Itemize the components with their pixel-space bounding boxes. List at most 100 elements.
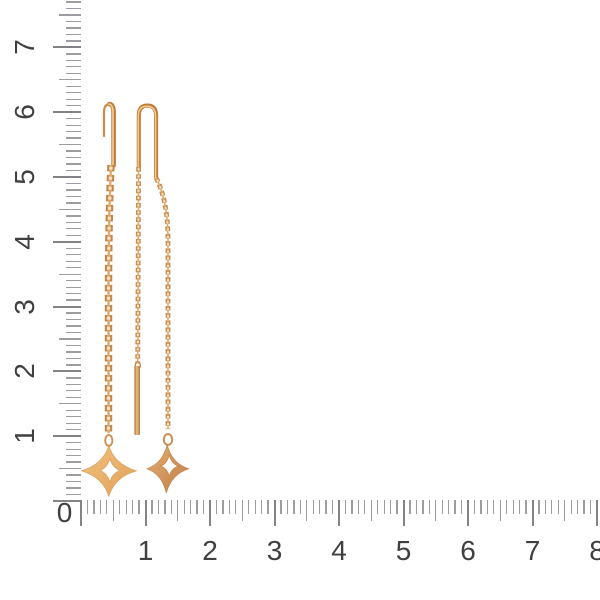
ruler-tick: [267, 499, 269, 514]
ruler-tick: [66, 195, 81, 198]
ruler-tick: [170, 499, 172, 514]
ruler-tick: [66, 215, 81, 217]
ruler-tick: [357, 499, 360, 514]
ruler-tick: [473, 499, 476, 514]
horizontal-ruler-label: 1: [137, 535, 154, 566]
ruler-tick: [286, 499, 289, 514]
ruler-tick: [254, 499, 256, 514]
ruler-tick: [467, 499, 469, 526]
ruler-tick: [512, 499, 514, 514]
ruler-tick: [538, 499, 540, 514]
ruler-tick: [66, 150, 81, 152]
ruler-tick: [66, 448, 81, 450]
left-cable-chain: [104, 164, 115, 433]
right-right-chain: [154, 176, 171, 429]
ruler-tick: [177, 499, 179, 521]
ruler-tick: [66, 364, 81, 366]
ruler-tick: [415, 499, 418, 514]
ruler-tick: [164, 499, 166, 514]
ruler-tick: [66, 331, 81, 334]
ruler-tick: [86, 499, 89, 514]
ruler-tick: [66, 390, 81, 392]
ruler-tick: [331, 499, 334, 514]
ruler-tick: [196, 499, 198, 514]
ruler-tick: [66, 85, 81, 87]
ruler-tick: [525, 499, 527, 514]
ruler-tick: [248, 499, 250, 514]
ruler-tick: [66, 98, 81, 100]
ruler-tick: [59, 208, 81, 211]
ruler-tick: [215, 499, 218, 514]
ruler-tick: [222, 499, 224, 514]
ruler-tick: [66, 280, 81, 282]
ruler-tick: [66, 228, 81, 230]
ruler-tick: [209, 499, 211, 526]
ruler-tick: [577, 499, 579, 514]
ruler-tick: [144, 499, 147, 526]
ruler-tick: [66, 422, 81, 424]
ruler-tick: [125, 499, 127, 514]
horizontal-ruler-label: 2: [202, 535, 218, 566]
ruler-tick: [596, 499, 598, 526]
ruler-tick: [241, 499, 243, 521]
ruler-tick: [59, 273, 81, 275]
ruler-tick: [66, 377, 81, 379]
ruler-tick: [66, 396, 81, 398]
ruler-tick: [66, 480, 81, 483]
ruler-tick: [66, 137, 81, 139]
ruler-tick: [66, 118, 81, 120]
ruler-tick: [370, 499, 372, 521]
ruler-tick: [531, 499, 534, 526]
ruler-tick: [66, 254, 81, 256]
ruler-tick: [273, 499, 276, 526]
ruler-tick: [138, 499, 140, 514]
ruler-tick: [66, 260, 81, 262]
ruler-tick: [235, 499, 237, 514]
ruler-tick: [293, 499, 295, 514]
horizontal-ruler-label: 8: [589, 535, 600, 566]
ruler-tick: [52, 176, 81, 178]
ruler-tick: [190, 499, 192, 514]
ruler-tick: [66, 72, 81, 74]
ruler-tick: [435, 499, 437, 521]
ruler-tick: [422, 499, 424, 514]
ruler-tick: [338, 499, 340, 526]
ruler-origin-label: 0: [56, 496, 73, 528]
ruler-tick: [66, 66, 81, 68]
ruler-tick: [306, 499, 308, 521]
ruler-tick: [480, 499, 482, 514]
right-jump-ring: [162, 433, 174, 446]
ruler-tick: [383, 499, 385, 514]
ruler-tick: [66, 189, 81, 191]
ruler-tick: [80, 499, 82, 526]
ruler-tick: [183, 499, 185, 514]
ruler-tick: [66, 325, 81, 327]
ruler-tick: [131, 499, 134, 514]
ruler-tick: [66, 1, 81, 3]
ruler-tick: [377, 499, 379, 514]
ruler-tick: [66, 247, 81, 249]
ruler-tick: [518, 499, 521, 514]
ruler-tick: [396, 499, 398, 514]
ruler-tick: [499, 499, 501, 521]
right-u-loop: [136, 103, 159, 180]
ruler-tick: [402, 499, 405, 526]
ruler-tick: [66, 163, 81, 165]
ruler-tick: [551, 499, 553, 514]
ruler-tick: [66, 312, 81, 314]
ruler-tick: [66, 461, 81, 463]
ruler-tick: [66, 234, 81, 236]
ruler-tick: [52, 111, 81, 114]
right-left-chain: [135, 166, 141, 365]
ruler-tick: [589, 499, 592, 514]
ruler-tick: [59, 467, 81, 470]
ruler-tick: [66, 487, 81, 489]
ruler-tick: [441, 499, 443, 514]
ruler-tick: [557, 499, 559, 514]
ruler-tick: [59, 338, 81, 340]
ruler-tick: [59, 79, 81, 81]
left-earring: [80, 101, 138, 498]
ruler-tick: [66, 20, 81, 23]
ruler-tick: [344, 499, 347, 514]
horizontal-ruler-label: 4: [331, 535, 347, 566]
